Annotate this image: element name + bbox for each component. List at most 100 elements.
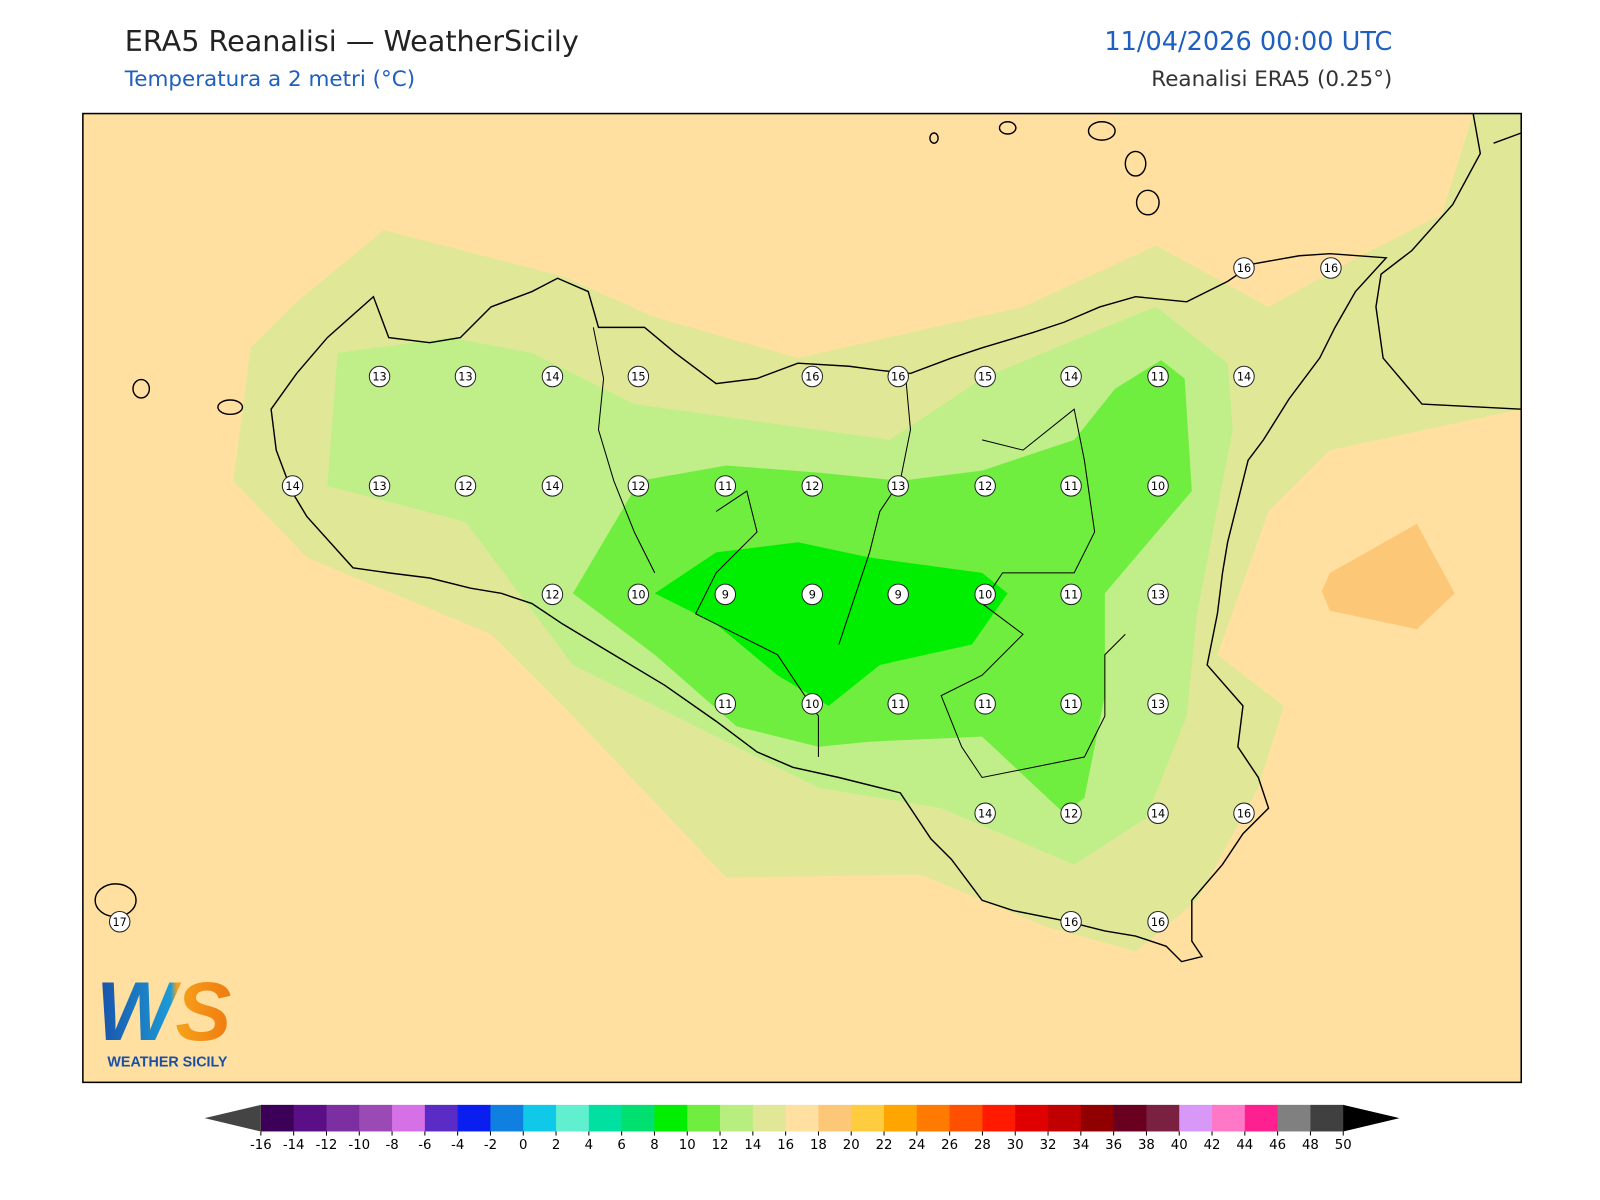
colorbar-swatch (1212, 1104, 1246, 1132)
station-value: 12 (805, 480, 819, 493)
colorbar-tick-label: -4 (451, 1138, 464, 1153)
station-marker (1060, 910, 1082, 933)
calabria-field (1381, 113, 1522, 405)
station-marker (1147, 475, 1169, 497)
colorbar-tick-label: 18 (810, 1138, 827, 1153)
station-value: 10 (978, 588, 992, 601)
station-marker (801, 475, 824, 497)
station-value: 13 (891, 480, 905, 493)
station-marker (454, 475, 477, 497)
station-marker (801, 583, 824, 606)
station-marker (887, 693, 909, 715)
station-marker (627, 365, 650, 388)
isotherm-10 (654, 542, 1008, 706)
station-marker (1060, 693, 1082, 715)
station-marker (1147, 693, 1169, 715)
colorbar-swatch (785, 1104, 819, 1132)
station-marker (1060, 583, 1082, 606)
colorbar-tick-label: 10 (679, 1138, 696, 1153)
colorbar-tick-label: 12 (712, 1138, 729, 1153)
colorbar-tick-label: 32 (1040, 1138, 1057, 1153)
station-marker (1147, 583, 1169, 606)
station-value: 12 (631, 480, 645, 493)
station-marker (1147, 365, 1169, 388)
station-marker (454, 365, 477, 388)
station-marker (974, 583, 996, 606)
station-value: 13 (1151, 698, 1165, 711)
station-marker (801, 365, 824, 388)
colorbar-tick-label: 34 (1072, 1138, 1089, 1153)
station-marker (1233, 365, 1255, 388)
station-marker (801, 693, 824, 715)
colorbar-swatch (556, 1104, 590, 1132)
station-marker (974, 475, 996, 497)
station-marker (714, 475, 737, 497)
datetime: 11/04/2026 00:00 UTC (1104, 27, 1392, 57)
isotherm-18 (1321, 523, 1455, 630)
station-value: 16 (891, 370, 905, 383)
station-value: 14 (545, 480, 559, 493)
station-value: 9 (722, 588, 729, 601)
station-marker (281, 475, 304, 497)
colorbar-swatch (818, 1104, 852, 1132)
station-value: 11 (1151, 370, 1165, 383)
logo-mark: WS (96, 964, 231, 1058)
subtitle: Temperatura a 2 metri (°C) (124, 67, 415, 92)
colorbar-tick-label: 4 (585, 1138, 593, 1153)
station-marker (368, 365, 391, 388)
map: 16 16 13 13 14 15 16 16 15 14 11 14 14 13 12 14 12 11 12 13… (82, 112, 1522, 1084)
colorbar-swatch (490, 1104, 524, 1132)
station-value: 11 (1064, 588, 1078, 601)
colorbar-tick-label: 24 (908, 1138, 925, 1153)
station-value: 13 (372, 480, 386, 493)
station-value: 15 (978, 370, 992, 383)
logo: WS WEATHER SICILY (96, 964, 231, 1071)
station-marker (1060, 802, 1082, 825)
station-value: 17 (113, 916, 127, 929)
colorbar-swatch (1048, 1104, 1082, 1132)
station-value: 16 (1237, 807, 1251, 820)
station-value: 16 (1237, 262, 1251, 275)
colorbar-swatch (1113, 1104, 1147, 1132)
station-value: 16 (1064, 916, 1078, 929)
source: Reanalisi ERA5 (0.25°) (1151, 67, 1392, 92)
station-value: 13 (1151, 588, 1165, 601)
colorbar-swatch (523, 1104, 557, 1132)
colorbar-tick-label: -2 (484, 1138, 497, 1153)
colorbar-swatch (1277, 1104, 1311, 1132)
colorbar-tick-label: 48 (1302, 1138, 1319, 1153)
station-value: 12 (978, 480, 992, 493)
station-value: 14 (545, 370, 559, 383)
colorbar-tick-label: 38 (1138, 1138, 1155, 1153)
colorbar-swatch (424, 1104, 459, 1132)
station-marker (974, 693, 996, 715)
station-marker (627, 583, 650, 606)
colorbar-swatch (457, 1104, 491, 1132)
station-value: 11 (1064, 480, 1078, 493)
colorbar-swatch (1244, 1104, 1279, 1132)
station-marker (974, 365, 996, 388)
station-marker (1233, 802, 1255, 825)
colorbar-tick-label: 46 (1269, 1138, 1286, 1153)
colorbar-swatch (982, 1104, 1016, 1132)
colorbar-swatch (1015, 1104, 1049, 1132)
colorbar-swatch (949, 1104, 983, 1132)
station-value: 9 (895, 588, 902, 601)
station-value: 13 (458, 370, 472, 383)
colorbar: -16 -14 -12 -10 -8 -6 -4 -2 0 2 4 6 8 10 12 14 16 18 20 22 2… (204, 1104, 1400, 1153)
colorbar-tick-label: 36 (1105, 1138, 1122, 1153)
station-marker (714, 583, 737, 606)
map-frame (82, 112, 1522, 1084)
logo-text: WEATHER SICILY (107, 1055, 228, 1071)
station-marker (1147, 910, 1169, 933)
station-value: 14 (978, 807, 992, 820)
station-marker (1060, 365, 1082, 388)
station-marker (714, 693, 737, 715)
colorbar-swatch (1310, 1104, 1344, 1132)
station-marker (887, 365, 909, 388)
colorbar-tick-label: -10 (348, 1138, 370, 1153)
station-value: 16 (1324, 262, 1338, 275)
station-marker (1320, 257, 1342, 279)
colorbar-tick-label: 22 (876, 1138, 893, 1153)
station-value: 10 (805, 698, 819, 711)
